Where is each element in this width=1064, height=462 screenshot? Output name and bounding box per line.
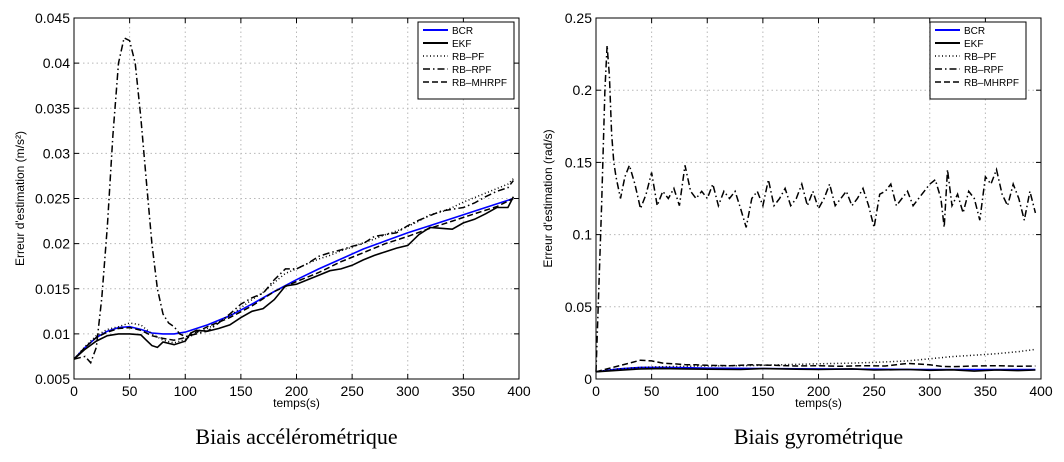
x-tick-label: 0: [70, 383, 78, 399]
series-line-rbpf: [595, 348, 1036, 373]
y-tick-label: 0.005: [35, 371, 70, 387]
x-tick-label: 300: [396, 383, 420, 399]
y-tick-label: 0.035: [35, 100, 70, 116]
x-tick-label: 100: [174, 383, 198, 399]
legend: BCR EKF RB–PF RB–RPF RB–MHRPF: [929, 21, 1027, 100]
x-tick-label: 150: [751, 383, 775, 399]
series-line-ekf: [595, 367, 1036, 373]
x-tick-label: 400: [1029, 383, 1053, 399]
legend-label: RB–MHRPF: [964, 78, 1019, 89]
chart-panel-1: 0 50 100 150 200 250 300 350 400 0.005 0.01 0.015 0.…: [13, 10, 531, 449]
chart-caption: Biais gyrométrique: [734, 424, 903, 449]
y-axis-label: Erreur d'estimation (m/s²): [13, 131, 27, 266]
legend-label: RB–MHRPF: [452, 78, 507, 89]
legend-label: EKF: [452, 39, 471, 50]
x-tick-label: 50: [122, 383, 138, 399]
legend-label: EKF: [964, 39, 983, 50]
y-tick-label: 0.015: [35, 281, 70, 297]
legend: BCR EKF RB–PF RB–RPF RB–MHRPF: [417, 21, 515, 100]
x-tick-label: 50: [644, 383, 660, 399]
series-line-ekf: [73, 196, 515, 360]
y-tick-label: 0: [584, 371, 592, 387]
y-tick-label: 0.045: [35, 10, 70, 26]
legend-label: RB–PF: [452, 52, 484, 63]
y-tick-label: 0.025: [35, 191, 70, 207]
x-tick-label: 350: [452, 383, 476, 399]
y-axis-label: Erreur d'estimation (rad/s): [541, 129, 555, 267]
x-tick-label: 250: [862, 383, 886, 399]
x-tick-label: 350: [974, 383, 998, 399]
legend-box: [929, 21, 1027, 100]
legend-label: BCR: [452, 26, 473, 37]
y-tick-label: 0.25: [565, 10, 592, 26]
y-tick-label: 0.15: [565, 154, 592, 170]
x-tick-label: 150: [229, 383, 253, 399]
series-line-rbrpf: [73, 36, 514, 365]
x-tick-label: 200: [285, 383, 309, 399]
series-line-rbrpf: [595, 45, 1037, 372]
y-tick-label: 0.02: [43, 236, 70, 252]
y-tick-label: 0.04: [43, 55, 70, 71]
y-tick-label: 0.03: [43, 145, 70, 161]
x-axis-label: temps(s): [273, 396, 320, 410]
legend-label: RB–PF: [964, 52, 996, 63]
series-line-bcr: [73, 197, 514, 360]
legend-label: RB–RPF: [452, 65, 491, 76]
x-axis-label: temps(s): [795, 396, 842, 410]
x-tick-label: 100: [696, 383, 720, 399]
x-tick-label: 300: [918, 383, 942, 399]
y-tick-label: 0.05: [565, 299, 592, 315]
x-tick-label: 0: [592, 383, 600, 399]
legend-label: RB–RPF: [964, 65, 1003, 76]
y-tick-label: 0.01: [43, 326, 70, 342]
x-tick-label: 250: [340, 383, 364, 399]
series-line-rbmhrpf: [73, 197, 514, 360]
x-tick-label: 200: [807, 383, 831, 399]
y-tick-label: 0.2: [573, 82, 593, 98]
legend-box: [417, 21, 515, 100]
chart-caption: Biais accélérométrique: [195, 424, 397, 449]
y-tick-label: 0.1: [573, 227, 593, 243]
legend-label: BCR: [964, 26, 985, 37]
x-tick-label: 400: [507, 383, 531, 399]
chart-panel-2: 0 50 100 150 200 250 300 350 400 0 0.05 0.1 0.15 0.2 0…: [541, 10, 1053, 449]
series-line-rbmhrpf: [595, 359, 1036, 373]
